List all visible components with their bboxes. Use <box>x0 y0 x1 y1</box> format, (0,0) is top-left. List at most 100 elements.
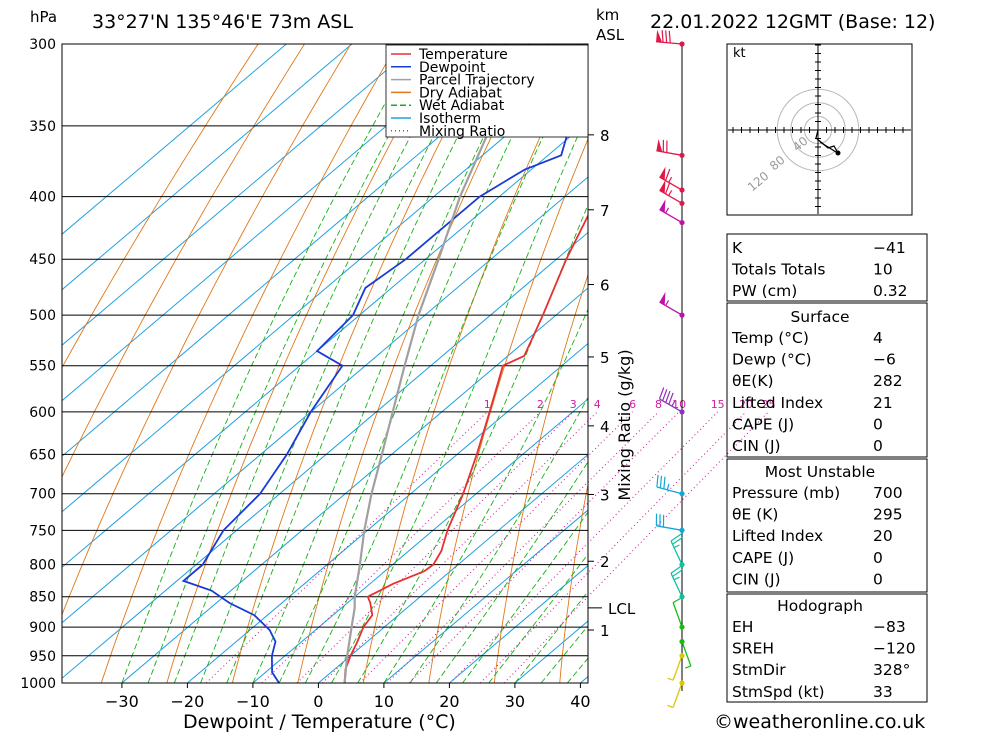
wind-barb <box>655 513 685 533</box>
index-label: K <box>732 239 743 257</box>
index-value: 0 <box>873 415 883 433</box>
table-surface: Surface Temp (°C) 4 Dewp (°C) −6 θE(K) 282 Lift… <box>726 302 928 458</box>
isotherm-line <box>62 176 588 624</box>
index-label: StmDir <box>732 661 786 679</box>
isotherm-line <box>62 44 353 291</box>
index-label: CIN (J) <box>732 570 781 588</box>
pressure-tick-label: 600 <box>29 405 56 421</box>
table-most-unstable: Most Unstable Pressure (mb) 700 θE (K) 295 Li… <box>726 458 928 593</box>
wet-adiabat-line <box>121 44 420 683</box>
index-value: 10 <box>873 261 893 279</box>
wind-barb <box>670 565 685 600</box>
index-label: Dewp (°C) <box>732 351 812 369</box>
mixing-ratio-label: 2 <box>537 398 544 411</box>
index-label: CAPE (J) <box>732 549 794 567</box>
storm-motion-vector <box>819 141 837 153</box>
legend-label: Wet Adiabat <box>419 98 505 114</box>
table-hodograph: Hodograph EH −83 SREH −120 StmDir 328° StmSpd (… <box>726 593 928 703</box>
isotherm-line <box>317 453 588 683</box>
index-label: CIN (J) <box>732 437 781 455</box>
temperature-tick-label: −10 <box>236 692 270 711</box>
parcel-profile <box>343 44 530 683</box>
km-tick-label: 1 <box>600 622 610 640</box>
wind-barb <box>667 680 685 708</box>
mixing-ratio-line <box>479 411 747 684</box>
wind-barb <box>667 653 685 681</box>
wind-barb <box>659 179 685 206</box>
temperature-tick-label: −20 <box>171 692 205 711</box>
mixing-ratio-label: 3 <box>570 398 577 411</box>
wind-barb <box>659 199 685 226</box>
wet-adiabat-line <box>514 590 588 683</box>
isotherm-line <box>62 231 588 679</box>
isotherm-line <box>62 44 288 235</box>
index-label: Temp (°C) <box>731 329 809 347</box>
wind-barb <box>658 387 685 415</box>
pressure-tick-label: 900 <box>29 620 56 636</box>
index-label: θE(K) <box>732 372 774 390</box>
pressure-tick-label: 950 <box>29 649 56 665</box>
wet-adiabat-line <box>357 203 588 683</box>
isotherm-line <box>252 398 588 683</box>
index-label: CAPE (J) <box>732 415 794 433</box>
datetime-title: 22.01.2022 12GMT (Base: 12) <box>650 11 935 33</box>
copyright: ©weatheronline.co.uk <box>714 711 925 733</box>
mixing-ratio-line <box>359 411 633 684</box>
mixing-ratio-line <box>449 411 719 684</box>
mixing-ratio-line <box>261 411 541 684</box>
mixing-ratio-label: 15 <box>711 398 725 411</box>
isotherm-line <box>62 44 419 346</box>
legend-box <box>385 44 589 138</box>
mixing-ratio-label: 20 <box>739 398 753 411</box>
temperature-profile <box>343 213 588 683</box>
temperature-tick-label: −30 <box>105 692 139 711</box>
wind-barb <box>656 29 685 47</box>
km-tick-label: 5 <box>600 349 610 367</box>
dry-adiabat-line <box>62 44 259 369</box>
index-value: −83 <box>873 618 906 636</box>
temperature-tick-label: 40 <box>570 692 590 711</box>
dry-adiabat-line <box>559 482 588 683</box>
isotherm-line <box>448 564 588 683</box>
legend-label: Dry Adiabat <box>419 85 502 101</box>
isotherm-line <box>383 509 588 683</box>
wet-adiabat-line <box>331 111 588 683</box>
legend-label: Mixing Ratio <box>419 124 505 140</box>
km-tick-label: 8 <box>600 127 610 145</box>
temperature-tick-label: 0 <box>313 692 323 711</box>
index-value: 328° <box>873 661 910 679</box>
section-title: Most Unstable <box>765 463 875 481</box>
index-value: 20 <box>873 527 893 545</box>
table-top: K −41 Totals Totals 10 PW (cm) 0.32 <box>726 233 928 302</box>
wet-adiabat-line <box>173 44 461 683</box>
index-label: Pressure (mb) <box>732 484 840 502</box>
index-label: SREH <box>732 640 774 658</box>
index-value: 295 <box>873 506 903 524</box>
index-label: Lifted Index <box>732 527 823 545</box>
unit-asl: ASL <box>596 26 625 44</box>
legend-label: Isotherm <box>419 111 481 127</box>
mixing-ratio-line <box>408 411 680 684</box>
index-label: Totals Totals <box>731 261 825 279</box>
indices-tables: K −41 Totals Totals 10 PW (cm) 0.32 Surface Tem… <box>726 233 928 703</box>
pressure-tick-label: 550 <box>29 359 56 375</box>
mixing-ratio-label: 10 <box>672 398 686 411</box>
index-value: −41 <box>873 239 906 257</box>
index-value: 21 <box>873 394 893 412</box>
mixing-ratio-labels: 1 2 3 4 6 8 10 15 20 25 <box>484 398 776 411</box>
km-tick-label: 7 <box>600 202 610 220</box>
x-axis-label: Dewpoint / Temperature (°C) <box>183 711 456 733</box>
pressure-tick-label: 800 <box>29 558 56 574</box>
dry-adiabat-line <box>493 273 588 683</box>
section-title: Hodograph <box>777 597 863 615</box>
km-tick-label: 6 <box>600 277 610 295</box>
index-value: 0 <box>873 549 883 567</box>
mixing-ratio-label: 1 <box>484 398 491 411</box>
unit-km: km <box>596 6 619 24</box>
plot-frame <box>61 43 589 684</box>
dry-adiabat-line <box>166 44 445 683</box>
temperature-tick-label: 10 <box>374 692 394 711</box>
pressure-tick-label: 1000 <box>20 676 56 692</box>
